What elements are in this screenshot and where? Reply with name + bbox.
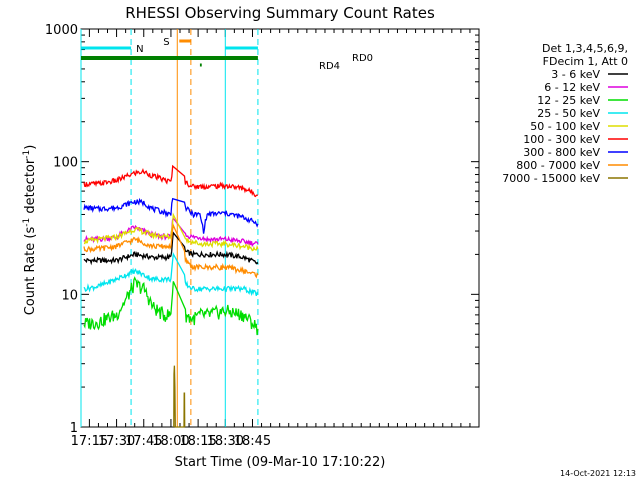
series-line — [83, 197, 259, 234]
legend-label: 100 - 300 keV — [523, 133, 600, 146]
rd4-label: RD4 — [319, 61, 340, 72]
attenuator-label: N — [136, 44, 143, 55]
saa-label: S — [163, 37, 169, 48]
y-tick-label: 1000 — [45, 23, 78, 38]
plot-frame — [80, 28, 480, 428]
legend-header: Det 1,3,4,5,6,9, — [542, 42, 628, 55]
legend-label: 3 - 6 keV — [551, 68, 600, 81]
series-line — [173, 365, 186, 428]
x-tick-label: 17:15 — [71, 434, 108, 449]
rd0-label: RD0 — [352, 53, 373, 64]
y-tick-label: 10 — [61, 288, 78, 303]
x-tick-label: 18:45 — [234, 434, 271, 449]
y-axis-label-sup2: -1 — [22, 150, 32, 159]
footer-timestamp: 14-Oct-2021 12:13 — [560, 469, 636, 478]
series-line — [83, 223, 259, 279]
legend-label: 6 - 12 keV — [544, 81, 600, 94]
x-axis-label: Start Time (09-Mar-10 17:10:22) — [175, 455, 386, 470]
y-tick-label: 1 — [70, 421, 78, 436]
series-line — [83, 212, 259, 252]
x-tick-label: 18:30 — [207, 434, 244, 449]
legend-header: FDecim 1, Att 0 — [543, 55, 628, 68]
series-line — [83, 164, 258, 198]
x-tick-label: 18:00 — [152, 434, 189, 449]
plot-area: 1 10 100 1000 17:1517:3017:4518:0018:1518:30… — [45, 23, 480, 449]
y-axis-label-end: ) — [23, 145, 38, 150]
legend-label: 800 - 7000 keV — [516, 159, 600, 172]
y-axis-label-sup1: -1 — [22, 218, 32, 227]
series-line — [83, 231, 259, 266]
legend-label: 300 - 800 keV — [523, 146, 600, 159]
legend-label: 25 - 50 keV — [537, 107, 600, 120]
y-axis-label-main: Count Rate (s — [23, 227, 38, 316]
y-tick-label: 100 — [53, 156, 78, 171]
legend-label: 12 - 25 keV — [537, 94, 600, 107]
x-tick-label: 17:30 — [98, 434, 135, 449]
legend-label: 50 - 100 keV — [530, 120, 600, 133]
y-axis-label: Count Rate (s-1 detector-1) — [22, 145, 38, 316]
series-line — [83, 251, 259, 297]
y-axis-label-mid: detector — [23, 158, 38, 218]
x-tick-label: 17:45 — [125, 434, 162, 449]
legend: Det 1,3,4,5,6,9,FDecim 1, Att 03 - 6 keV… — [502, 42, 628, 185]
chart-title: RHESSI Observing Summary Count Rates — [125, 4, 435, 22]
x-tick-label: 18:15 — [179, 434, 216, 449]
series-line — [83, 276, 259, 336]
legend-label: 7000 - 15000 keV — [502, 172, 600, 185]
